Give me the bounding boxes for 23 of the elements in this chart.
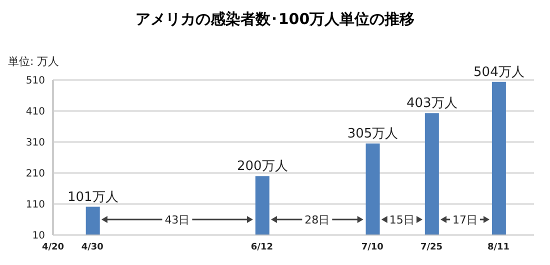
x-tick-label: 8/11 bbox=[487, 242, 510, 252]
annotation: 28日 bbox=[304, 214, 330, 226]
x-tick-label: 6/12 bbox=[250, 242, 273, 252]
annotation: 43日 bbox=[164, 214, 190, 226]
annotation: 15日 bbox=[389, 214, 414, 226]
y-axis-title: 単位: 万人 bbox=[8, 54, 60, 69]
x-tick-label: 4/20 bbox=[42, 242, 64, 252]
y-tick-label: 10 bbox=[32, 230, 45, 242]
y-tick-label: 110 bbox=[26, 200, 45, 211]
data-label: 305万人 bbox=[347, 126, 398, 142]
y-tick-label: 310 bbox=[26, 138, 45, 149]
data-label: 101万人 bbox=[67, 190, 118, 205]
data-label: 200万人 bbox=[236, 159, 288, 174]
annotation: 17日 bbox=[452, 214, 478, 226]
data-label: 504万人 bbox=[474, 64, 524, 80]
x-tick-label: 4/30 bbox=[81, 242, 104, 252]
x-tick-label: 7/10 bbox=[361, 242, 384, 252]
y-tick-label: 510 bbox=[26, 76, 45, 87]
x-tick-label: 7/25 bbox=[420, 242, 443, 252]
y-tick-label: 210 bbox=[26, 168, 45, 180]
y-tick-label: 410 bbox=[26, 106, 45, 118]
data-label: 403万人 bbox=[406, 96, 458, 112]
chart-title: アメリカの感染者数･100万人単位の推移 bbox=[134, 10, 416, 29]
